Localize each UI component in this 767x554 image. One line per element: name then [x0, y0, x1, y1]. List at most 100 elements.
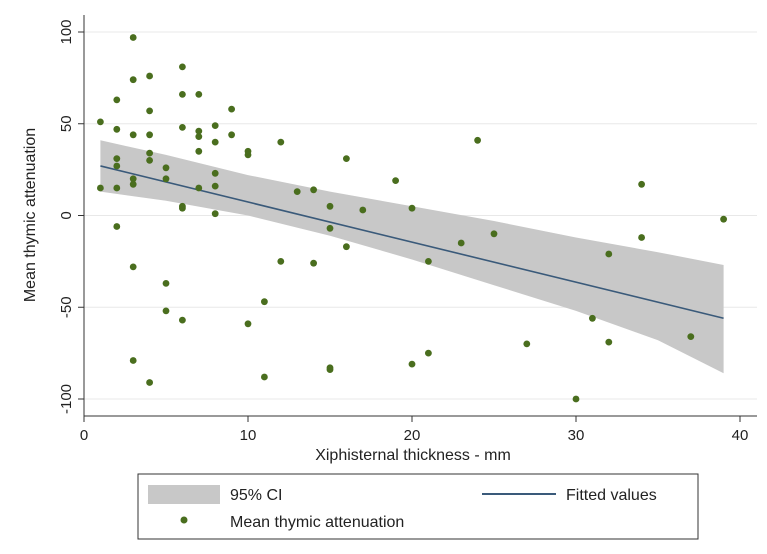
- y-tick-label-3: -50: [58, 296, 75, 318]
- data-point-51: [310, 186, 317, 194]
- data-point-45: [244, 320, 252, 328]
- data-point-34: [195, 147, 203, 155]
- data-point-35: [195, 184, 203, 192]
- x-tick-label-2: 20: [404, 427, 421, 444]
- data-point-3: [113, 125, 121, 133]
- data-point-4: [113, 155, 121, 163]
- data-point-50: [293, 188, 301, 196]
- data-point-70: [589, 314, 596, 322]
- data-point-76: [720, 215, 727, 223]
- data-point-26: [179, 91, 186, 98]
- data-point-63: [425, 258, 432, 265]
- data-point-17: [146, 131, 154, 139]
- data-point-16: [146, 107, 154, 115]
- data-point-67: [490, 230, 498, 238]
- data-point-0: [97, 118, 104, 126]
- data-point-58: [343, 243, 350, 251]
- data-point-23: [162, 280, 170, 287]
- data-point-41: [228, 105, 236, 113]
- data-point-68: [523, 340, 531, 348]
- data-point-64: [425, 349, 432, 357]
- data-point-25: [179, 63, 186, 71]
- data-point-65: [457, 239, 465, 247]
- x-tick-label-3: 30: [568, 427, 585, 444]
- data-point-13: [129, 263, 137, 271]
- data-point-36: [211, 122, 219, 129]
- data-point-61: [408, 204, 416, 212]
- data-point-22: [162, 175, 170, 183]
- data-point-59: [359, 206, 367, 214]
- data-point-20: [146, 379, 154, 386]
- data-point-56: [326, 366, 334, 373]
- data-point-57: [343, 155, 350, 163]
- data-point-18: [146, 149, 154, 157]
- data-point-31: [195, 91, 203, 98]
- data-point-47: [261, 373, 268, 381]
- data-point-66: [474, 136, 481, 144]
- legend: 95% CI Fitted values Mean thymic attenua…: [137, 473, 699, 540]
- data-point-1: [97, 184, 104, 192]
- data-point-38: [211, 169, 219, 177]
- data-point-37: [211, 138, 219, 146]
- data-point-39: [211, 182, 219, 190]
- data-point-29: [179, 204, 186, 212]
- data-point-48: [277, 138, 285, 146]
- data-point-12: [129, 180, 137, 188]
- data-point-62: [408, 360, 416, 368]
- legend-box: [137, 473, 699, 540]
- data-point-6: [113, 184, 121, 192]
- x-tick-label-1: 10: [240, 427, 257, 444]
- data-point-5: [113, 162, 121, 170]
- data-point-10: [129, 131, 137, 139]
- data-point-53: [326, 202, 334, 210]
- data-point-7: [113, 223, 121, 230]
- legend-ci-label: 95% CI: [230, 487, 282, 504]
- x-axis-title: Xiphisternal thickness - mm: [315, 447, 511, 464]
- x-tick-label-4: 40: [732, 427, 749, 444]
- data-point-30: [179, 316, 186, 324]
- data-point-75: [687, 333, 695, 340]
- data-point-49: [277, 258, 285, 265]
- data-point-33: [195, 133, 203, 141]
- data-point-2: [113, 96, 121, 104]
- tick-labels: 0 10 20 30 40 100 50 0 -50 -100: [58, 19, 748, 444]
- data-point-21: [162, 164, 170, 172]
- data-point-74: [638, 234, 645, 241]
- data-point-73: [638, 180, 645, 188]
- data-point-27: [179, 124, 186, 131]
- legend-points-swatch: [180, 516, 188, 524]
- data-point-40: [211, 210, 219, 218]
- fitted-line: [100, 165, 724, 320]
- legend-points-label: Mean thymic attenuation: [230, 514, 404, 531]
- data-point-42: [228, 131, 236, 139]
- y-tick-label-4: -100: [58, 384, 75, 414]
- data-point-24: [162, 307, 170, 315]
- data-point-19: [146, 157, 154, 164]
- data-point-60: [392, 177, 399, 185]
- data-point-71: [605, 250, 613, 258]
- ci-band: [100, 140, 724, 374]
- data-point-46: [261, 298, 268, 306]
- legend-fit-label: Fitted values: [566, 487, 657, 504]
- x-tick-label-0: 0: [80, 427, 88, 444]
- data-point-52: [310, 259, 317, 267]
- data-point-44: [244, 151, 252, 159]
- y-tick-label-0: 100: [58, 19, 75, 44]
- data-point-69: [572, 395, 580, 403]
- ci-band-layer: [100, 140, 724, 374]
- data-point-11: [129, 175, 137, 183]
- scatter-points: [97, 34, 727, 403]
- data-point-15: [146, 72, 154, 80]
- y-tick-label-2: 0: [58, 211, 75, 219]
- data-point-14: [129, 357, 137, 364]
- data-point-9: [129, 76, 137, 84]
- data-point-72: [605, 338, 613, 346]
- data-point-8: [129, 34, 137, 41]
- legend-ci-swatch: [148, 485, 220, 504]
- data-point-32: [195, 127, 203, 135]
- data-point-54: [326, 224, 334, 232]
- y-axis-title: Mean thymic attenuation: [22, 128, 39, 302]
- y-tick-label-1: 50: [58, 115, 75, 132]
- fitted-line-layer: [100, 165, 724, 320]
